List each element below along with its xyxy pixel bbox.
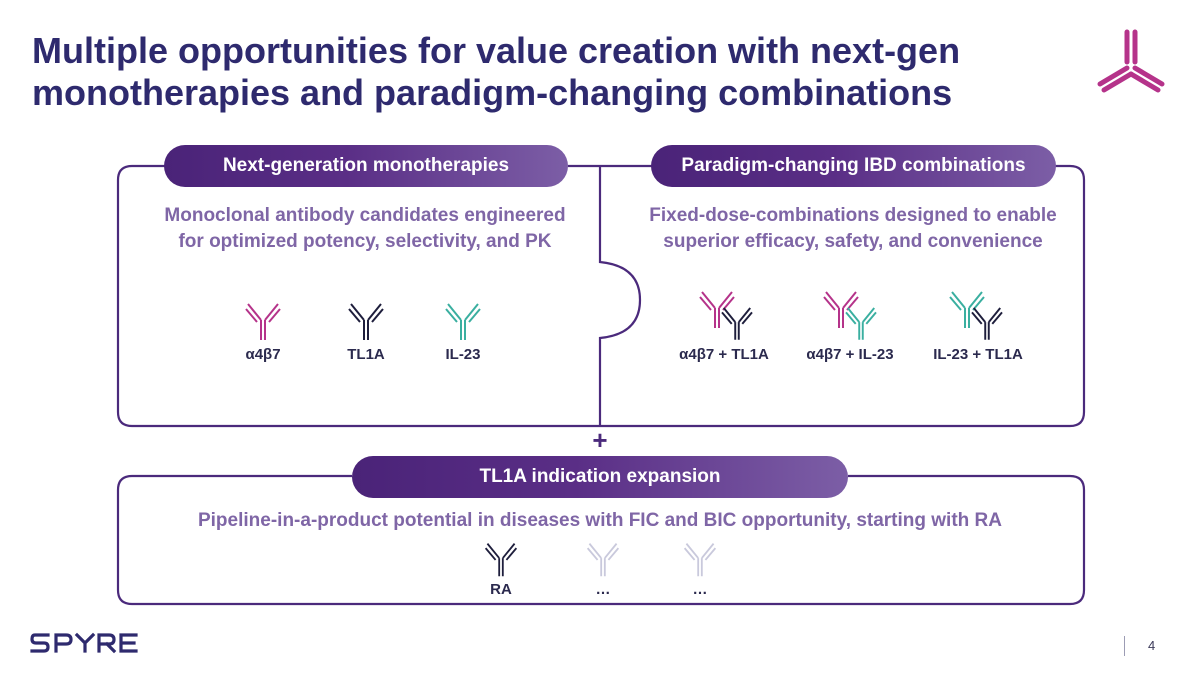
- combo-2-antibody-teal-icon: [845, 307, 877, 340]
- combo-3-antibody-navy-icon: [971, 307, 1003, 340]
- right-panel-subtitle: Fixed-dose-combinations designed to enab…: [618, 203, 1088, 255]
- header-tl1a-label: TL1A indication expansion: [479, 466, 721, 487]
- header-tl1a-expansion: TL1A indication expansion: [352, 456, 848, 498]
- right-subtitle-line-1: Fixed-dose-combinations designed to enab…: [649, 205, 1057, 226]
- antibody-label-a4b7: α4β7: [245, 346, 281, 363]
- slide-title-line-2: monotherapies and paradigm-changing comb…: [32, 72, 953, 113]
- slide-title-line-1: Multiple opportunities for value creatio…: [32, 30, 961, 71]
- bottom-subtitle-text: Pipeline-in-a-product potential in disea…: [197, 510, 1002, 531]
- combo-1-antibody-pink-icon: [699, 291, 735, 328]
- antibody-teal-icon: [445, 303, 481, 340]
- left-subtitle-line-2: for optimized potency, selectivity, and …: [178, 231, 552, 252]
- page-number: 4: [1148, 638, 1156, 653]
- bottom-panel-outline: [116, 474, 1086, 606]
- indication-antibody-navy-icon: [484, 543, 518, 577]
- combo-label-a4b7-tl1a: α4β7 + TL1A: [679, 346, 769, 363]
- spyre-wordmark-logo: [30, 632, 138, 654]
- spyre-logo-mark-icon: [1097, 29, 1165, 93]
- indication-label-more-1: …: [595, 581, 611, 598]
- indication-antibody-faded-icon: [586, 543, 620, 577]
- antibody-navy-icon: [348, 303, 384, 340]
- indication-label-ra: RA: [490, 581, 512, 598]
- combo-label-a4b7-il23: α4β7 + IL-23: [806, 346, 894, 363]
- combo-3-antibody-teal-icon: [949, 291, 985, 328]
- combo-2-antibody-pink-icon: [823, 291, 859, 328]
- right-subtitle-line-2: superior efficacy, safety, and convenien…: [663, 231, 1043, 252]
- antibody-pink-icon: [245, 303, 281, 340]
- plus-connector: +: [592, 425, 608, 455]
- bottom-panel-subtitle: Pipeline-in-a-product potential in disea…: [130, 508, 1070, 534]
- slide-title: Multiple opportunities for value creatio…: [32, 30, 1072, 114]
- header-ibd-label: Paradigm-changing IBD combinations: [681, 155, 1026, 176]
- combo-label-il23-tl1a: IL-23 + TL1A: [933, 346, 1023, 363]
- left-panel-subtitle: Monoclonal antibody candidates engineere…: [130, 203, 600, 255]
- indication-label-more-2: …: [692, 581, 708, 598]
- footer-divider: [1124, 636, 1125, 656]
- antibody-label-tl1a: TL1A: [347, 346, 385, 363]
- left-subtitle-line-1: Monoclonal antibody candidates engineere…: [164, 205, 566, 226]
- antibody-label-il23: IL-23: [445, 346, 481, 363]
- header-ibd-combinations: Paradigm-changing IBD combinations: [651, 145, 1056, 187]
- indication-antibody-faded-icon: [683, 543, 717, 577]
- header-next-gen-monotherapies: Next-generation monotherapies: [164, 145, 568, 187]
- header-next-gen-label: Next-generation monotherapies: [222, 155, 510, 176]
- puzzle-divider: [598, 166, 642, 426]
- combo-1-antibody-navy-icon: [721, 307, 753, 340]
